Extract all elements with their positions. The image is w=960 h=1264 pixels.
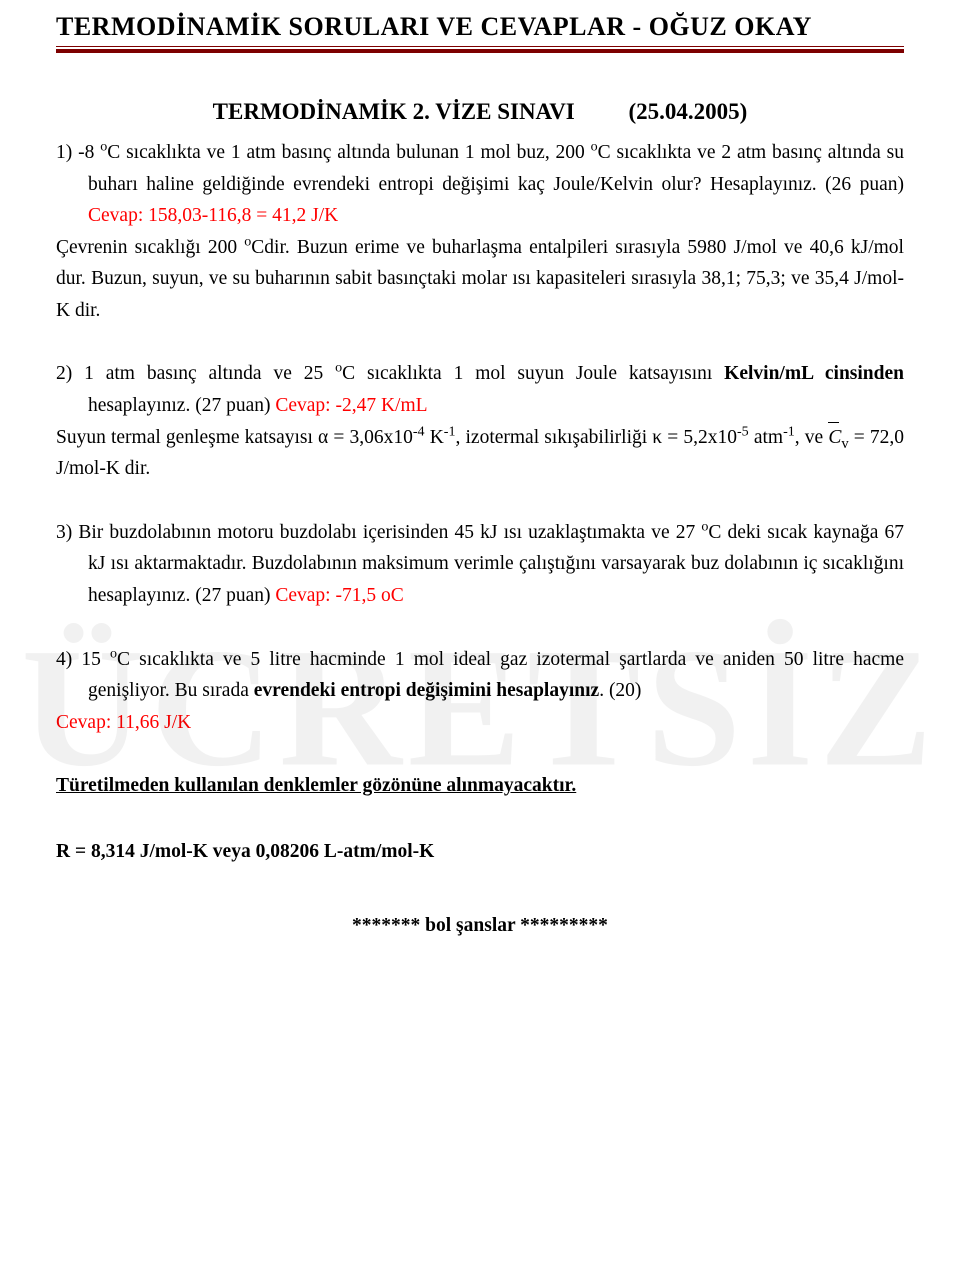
question-3: 3) Bir buzdolabının motoru buzdolabı içe…	[56, 517, 904, 612]
question-1-body: 1) -8 oC sıcaklıkta ve 1 atm basınç altı…	[56, 137, 904, 232]
question-4: 4) 15 oC sıcaklıkta ve 5 litre hacminde …	[56, 644, 904, 739]
q1-text-a: 1) -8	[56, 142, 100, 163]
q2-bold-1: Kelvin/mL cinsinden	[724, 363, 904, 384]
question-1: 1) -8 oC sıcaklıkta ve 1 atm basınç altı…	[56, 137, 904, 326]
constants-line: R = 8,314 J/mol-K veya 0,08206 L-atm/mol…	[56, 836, 904, 868]
q2-cv-symbol: C	[828, 422, 841, 454]
exam-title: TERMODİNAMİK 2. VİZE SINAVI	[213, 99, 575, 124]
question-4-body: 4) 15 oC sıcaklıkta ve 5 litre hacminde …	[56, 644, 904, 707]
q4-answer: Cevap: 11,66 J/K	[56, 707, 904, 739]
q2-text-a: 2) 1 atm basınç altında ve 25	[56, 363, 335, 384]
question-3-body: 3) Bir buzdolabının motoru buzdolabı içe…	[56, 517, 904, 612]
q2-cv-sub: v	[841, 436, 848, 452]
q1-sup-2: o	[591, 139, 598, 155]
exam-title-row: TERMODİNAMİK 2. VİZE SINAVI (25.04.2005)	[56, 99, 904, 125]
q2-answer: Cevap: -2,47 K/mL	[275, 395, 427, 416]
page: ÜCRETSİZ TERMODİNAMİK SORULARI VE CEVAPL…	[0, 0, 960, 1264]
q2-exp-3: -5	[737, 423, 749, 439]
question-1-extra: Çevrenin sıcaklığı 200 oCdir. Buzun erim…	[56, 232, 904, 327]
q1-answer: Cevap: 158,03-116,8 = 41,2 J/K	[88, 205, 338, 226]
q2-text-c: hesaplayınız. (27 puan)	[88, 395, 275, 416]
q1-line2-a: Çevrenin sıcaklığı 200	[56, 237, 244, 258]
note-line: Türetilmeden kullanılan denklemler gözön…	[56, 770, 904, 802]
q2-line2-d: atm	[749, 427, 783, 448]
page-header-title: TERMODİNAMİK SORULARI VE CEVAPLAR - OĞUZ…	[56, 12, 904, 42]
q2-exp-4: -1	[783, 423, 795, 439]
q2-line2-b: K	[425, 427, 444, 448]
question-2-body: 2) 1 atm basınç altında ve 25 oC sıcaklı…	[56, 358, 904, 421]
question-2: 2) 1 atm basınç altında ve 25 oC sıcaklı…	[56, 358, 904, 484]
footer-line: ******* bol şanslar *********	[56, 915, 904, 937]
q4-sup-1: o	[110, 645, 117, 661]
q3-text-a: 3) Bir buzdolabının motoru buzdolabı içe…	[56, 522, 701, 543]
q4-text-a: 4) 15	[56, 649, 110, 670]
q4-text-c: . (20)	[599, 680, 641, 701]
q3-answer: Cevap: -71,5 oC	[275, 585, 403, 606]
q2-exp-2: -1	[444, 423, 456, 439]
q2-line2-c: , izotermal sıkışabilirliği κ = 5,2x10	[456, 427, 738, 448]
exam-date: (25.04.2005)	[629, 99, 748, 124]
header-rule-inner	[56, 49, 904, 53]
header-rule	[56, 46, 904, 53]
q2-line2-a: Suyun termal genleşme katsayısı α = 3,06…	[56, 427, 413, 448]
q1-text-b: C sıcaklıkta ve 1 atm basınç altında bul…	[107, 142, 590, 163]
q2-line2-e: , ve	[795, 427, 829, 448]
q2-exp-1: -4	[413, 423, 425, 439]
q2-text-b: C sıcaklıkta 1 mol suyun Joule katsayısı…	[342, 363, 724, 384]
question-2-extra: Suyun termal genleşme katsayısı α = 3,06…	[56, 422, 904, 485]
q4-bold-1: evrendeki entropi değişimini hesaplayını…	[254, 680, 599, 701]
